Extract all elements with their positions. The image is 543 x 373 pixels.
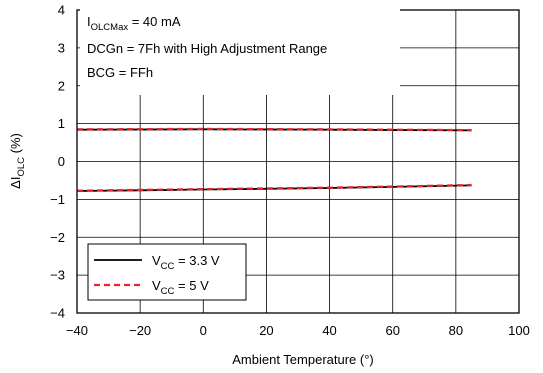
y-tick-label: 3: [58, 40, 65, 55]
y-tick-label: −1: [50, 192, 65, 207]
plot-lines: [77, 129, 472, 191]
annotation-box: IOLCMax = 40 mA DCGn = 7Fh with High Adj…: [80, 9, 400, 95]
y-axis-title: ΔIOLC (%): [8, 133, 27, 189]
y-tick-label: 2: [58, 78, 65, 93]
x-tick-label: 40: [322, 323, 336, 338]
y-tick-label: −2: [50, 230, 65, 245]
y-tick-label: 1: [58, 116, 65, 131]
x-tick-label: −40: [66, 323, 88, 338]
y-tick-label: 0: [58, 154, 65, 169]
x-tick-label: 60: [385, 323, 399, 338]
x-tick-label: 0: [200, 323, 207, 338]
y-tick-label: 4: [58, 3, 65, 18]
annotation-line-3: BCG = FFh: [87, 65, 153, 80]
x-tick-label: 100: [508, 323, 530, 338]
x-tick-label: 80: [449, 323, 463, 338]
x-tick-label: −20: [129, 323, 151, 338]
annotation-line-2: DCGn = 7Fh with High Adjustment Range: [87, 41, 327, 56]
legend: VCC = 3.3 V VCC = 5 V: [88, 244, 246, 300]
x-tick-label: 20: [259, 323, 273, 338]
y-tick-label: −3: [50, 268, 65, 283]
y-tick-label: −4: [50, 306, 65, 321]
x-axis-title: Ambient Temperature (°): [232, 352, 374, 367]
